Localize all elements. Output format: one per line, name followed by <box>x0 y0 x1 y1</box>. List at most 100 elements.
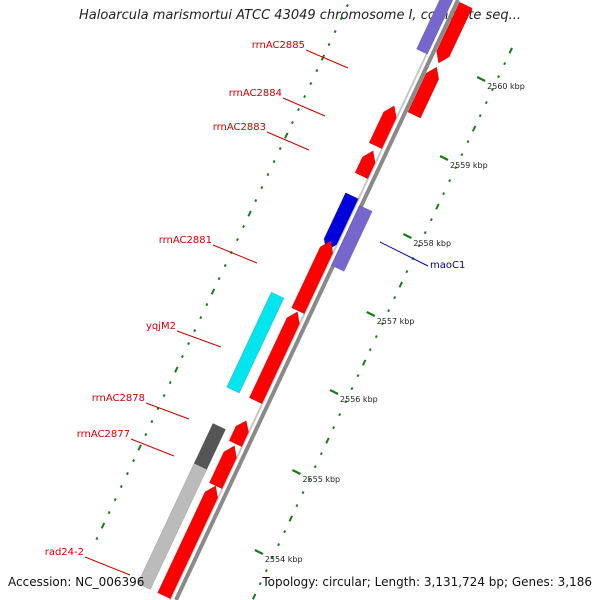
kbp-major-tick <box>291 469 301 475</box>
tick-mark <box>356 374 360 378</box>
kbp-major-tick <box>402 233 412 239</box>
label-leader-line <box>282 97 326 117</box>
gene-label: rrnAC2877 <box>77 429 130 440</box>
tick-mark <box>338 413 342 417</box>
kbp-label: 2558 kbp <box>413 239 451 248</box>
tick-mark <box>435 203 440 210</box>
tick-mark <box>417 244 421 248</box>
tick-mark <box>398 281 403 288</box>
gene-label: yqjM2 <box>146 321 176 332</box>
kbp-label: 2555 kbp <box>302 475 340 484</box>
rrna-gene-rrnAC2878 <box>228 420 249 448</box>
gene-label: rrnAC2883 <box>213 122 266 133</box>
tick-mark <box>223 264 227 268</box>
tick-mark <box>471 125 477 132</box>
tick-mark <box>454 166 458 170</box>
gene-label: rad24-2 <box>45 547 84 558</box>
gene-gray <box>137 463 208 590</box>
tick-mark <box>254 199 258 203</box>
tick-mark <box>187 342 190 346</box>
backbone-line-outer <box>174 0 460 600</box>
tick-mark <box>393 296 397 300</box>
tick-mark <box>235 238 239 242</box>
tick-mark <box>251 593 257 600</box>
tick-mark <box>242 225 245 229</box>
tick-mark <box>309 82 313 86</box>
kbp-major-tick <box>476 76 486 82</box>
tick-mark <box>429 218 433 222</box>
tick-mark <box>345 4 349 8</box>
tick-mark <box>303 95 307 99</box>
gene-top-purple <box>416 0 454 55</box>
tick-mark <box>503 62 507 66</box>
tick-mark <box>199 316 203 320</box>
tick-mark <box>466 140 470 144</box>
rrna-gene-rrnAC2881 <box>291 240 334 315</box>
tick-mark <box>350 387 354 391</box>
tick-mark <box>478 114 482 118</box>
tick-mark <box>284 132 289 139</box>
rrna-gene-rrnAC2883 <box>368 105 397 150</box>
tick-mark <box>290 121 294 125</box>
gene-label: rrnAC2878 <box>92 393 145 404</box>
tick-mark <box>162 394 166 398</box>
kbp-label: 2557 kbp <box>377 317 415 326</box>
gene-label: rrnAC2881 <box>159 235 212 246</box>
topology-summary-text: Topology: circular; Length: 3,131,724 bp… <box>262 575 592 589</box>
tick-mark <box>210 288 216 295</box>
tick-mark <box>272 160 276 164</box>
tick-mark <box>132 459 135 463</box>
kbp-label: 2554 kbp <box>265 555 303 564</box>
tick-mark <box>278 147 282 151</box>
kbp-label: 2559 kbp <box>450 161 488 170</box>
tick-mark <box>297 108 300 112</box>
tick-mark <box>113 498 117 502</box>
kbp-major-tick <box>254 549 264 555</box>
tick-mark <box>361 359 367 366</box>
label-leaders <box>84 49 429 576</box>
kbp-labels: 2560 kbp 2559 kbp 2558 kbp 2557 kbp 2556 kbp… <box>254 76 525 564</box>
tick-mark <box>307 478 311 482</box>
tick-mark <box>387 309 390 313</box>
tick-mark <box>295 504 299 508</box>
tick-mark <box>137 444 142 451</box>
tick-mark <box>508 47 513 54</box>
tick-mark <box>319 452 323 456</box>
tick-mark <box>126 472 129 476</box>
tick-mark <box>442 192 445 196</box>
tick-mark <box>313 465 317 469</box>
tick-mark <box>180 355 184 359</box>
label-leader-line <box>212 244 258 264</box>
label-leader-line <box>176 330 222 348</box>
map-title: Haloarcula marismortui ATCC 43049 chromo… <box>79 8 521 23</box>
label-leader-line <box>266 131 310 151</box>
tick-mark <box>247 210 252 217</box>
tick-mark <box>100 522 106 529</box>
tick-mark <box>368 348 372 352</box>
tick-mark <box>315 69 319 73</box>
tick-mark <box>460 153 464 157</box>
tick-mark <box>405 270 409 274</box>
tick-mark <box>423 231 427 235</box>
label-leader-line <box>305 49 349 69</box>
tick-mark <box>144 433 148 437</box>
tick-mark <box>95 537 99 541</box>
label-leader-line <box>84 556 131 576</box>
tick-mark <box>266 173 270 177</box>
gene-label: rrnAC2885 <box>252 40 305 51</box>
rrna-gene-rrnAC2884 <box>407 66 440 119</box>
tick-mark <box>260 186 264 190</box>
kbp-label: 2556 kbp <box>340 395 378 404</box>
tick-mark <box>174 366 179 373</box>
tick-mark <box>283 530 287 534</box>
tick-mark <box>301 491 305 495</box>
gene-features <box>137 0 473 600</box>
tick-mark <box>150 420 154 424</box>
rrna-gene-rad24-2 <box>157 485 218 600</box>
tick-mark <box>264 569 268 573</box>
kbp-major-tick <box>366 311 376 317</box>
kbp-major-tick <box>329 389 339 395</box>
accession-text: Accession: NC_006396 <box>8 575 145 589</box>
kbp-major-tick <box>439 155 449 161</box>
